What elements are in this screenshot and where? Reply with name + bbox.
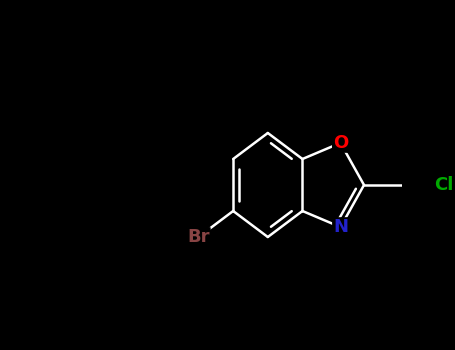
Text: O: O xyxy=(333,134,348,152)
Text: Cl: Cl xyxy=(435,176,454,194)
Text: N: N xyxy=(333,218,348,236)
Text: Br: Br xyxy=(187,228,210,246)
